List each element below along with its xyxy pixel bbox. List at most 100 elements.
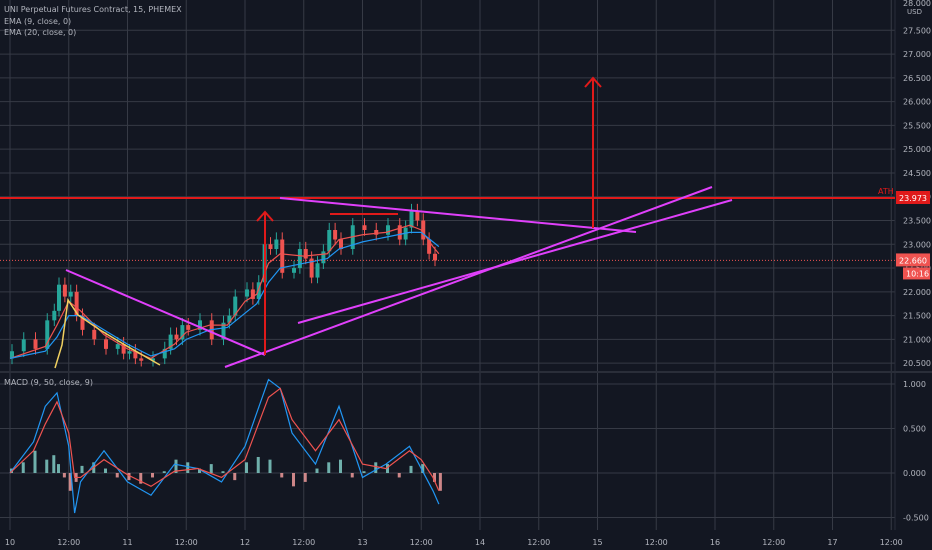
countdown-badge — [903, 267, 930, 280]
macd-histogram-bar — [433, 473, 436, 482]
ema20-legend[interactable]: EMA (20, close, 0) — [4, 28, 77, 37]
candle — [280, 239, 285, 273]
candle — [386, 225, 390, 235]
time-tick-label: 17 — [827, 538, 837, 547]
time-tick-label: 13 — [357, 538, 367, 547]
macd-histogram-bar — [115, 473, 119, 478]
macd-histogram-bar — [162, 471, 166, 473]
candle — [433, 253, 437, 261]
macd-histogram-bar — [268, 459, 272, 473]
time-tick-label: 15 — [592, 538, 602, 547]
ema9-legend[interactable]: EMA (9, close, 0) — [4, 17, 72, 26]
candle — [104, 339, 108, 349]
price-tick-label: 26.000 — [903, 98, 931, 107]
price-tick-label: 23.000 — [903, 240, 931, 249]
candle — [21, 339, 26, 352]
time-tick-label: 12 — [240, 538, 250, 547]
candle — [186, 325, 191, 330]
candle — [127, 351, 132, 354]
current-price-label: 22.660 — [899, 256, 927, 265]
candle — [339, 239, 343, 250]
candle — [174, 334, 179, 340]
candle — [10, 351, 14, 359]
candle — [256, 282, 261, 299]
time-tick-label: 12:00 — [410, 538, 433, 547]
macd-histogram-bar — [104, 468, 107, 473]
candle — [33, 339, 38, 349]
macd-histogram-bar — [245, 462, 248, 473]
target-arrow-head — [256, 210, 274, 222]
time-tick-label: 10 — [5, 538, 15, 547]
macd-legend[interactable]: MACD (9, 50, close, 9) — [4, 378, 93, 387]
candle — [168, 334, 173, 349]
candle — [162, 348, 167, 359]
time-tick-label: 14 — [475, 538, 485, 547]
macd-histogram-bar — [80, 465, 84, 473]
time-tick-label: 12:00 — [762, 538, 785, 547]
ath-price-badge — [896, 191, 930, 204]
candle — [151, 358, 155, 361]
candle — [274, 239, 279, 250]
macd-line — [9, 378, 440, 514]
time-tick-label: 12:00 — [645, 538, 668, 547]
candle — [68, 291, 73, 297]
macd-histogram-bar — [68, 473, 72, 491]
candle — [315, 263, 320, 278]
price-pane — [0, 203, 895, 367]
candle — [139, 358, 144, 361]
price-tick-label: 20.500 — [903, 359, 931, 368]
candle — [80, 315, 85, 330]
macd-histogram-bar — [186, 462, 190, 473]
axes: 27.500 27.000 26.500 26.000 25.500 25.000 24.5… — [5, 0, 931, 547]
price-tick-label: 25.500 — [903, 121, 931, 130]
macd-histogram-bar — [292, 473, 295, 487]
macd-histogram-bar — [339, 459, 342, 473]
candle — [133, 351, 138, 359]
candle — [415, 210, 420, 221]
macd-histogram-bar — [174, 459, 178, 473]
time-tick-label: 12:00 — [527, 538, 550, 547]
macd-histogram-bar — [303, 473, 307, 482]
time-tick-label: 12:00 — [57, 538, 80, 547]
candle — [327, 230, 332, 252]
macd-histogram-bar — [139, 473, 143, 484]
drawing-overlays: ATH — [0, 76, 895, 369]
ath-price-label: 23.973 — [899, 194, 927, 203]
candle — [45, 320, 50, 349]
macd-histogram-bar — [315, 468, 319, 473]
macd-tick-label: 1.000 — [903, 380, 926, 389]
price-tick-label: 27.000 — [903, 50, 931, 59]
candle — [121, 344, 126, 354]
macd-histogram-bar — [280, 473, 284, 478]
candle — [397, 225, 402, 240]
candle — [221, 322, 226, 340]
candle — [297, 249, 302, 269]
macd-histogram-bar — [198, 468, 201, 473]
trendline — [65, 269, 266, 356]
candle — [250, 289, 255, 299]
macd-histogram-bar — [421, 464, 425, 473]
macd-histogram-bar — [21, 462, 25, 473]
countdown-label: 10:16 — [906, 269, 929, 278]
macd-histogram-bar — [350, 473, 354, 478]
price-tick-label: 21.500 — [903, 312, 931, 321]
price-tick-label: 23.500 — [903, 216, 931, 225]
candle — [427, 239, 432, 254]
time-tick-label: 12:00 — [880, 538, 903, 547]
time-tick-label: 12:00 — [292, 538, 315, 547]
ema9-line — [9, 224, 440, 360]
macd-histogram-bar — [45, 459, 49, 473]
price-tick-label: 28.000 — [903, 0, 931, 8]
time-tick-label: 11 — [122, 538, 132, 547]
trendline — [224, 186, 713, 368]
current-price-badge — [896, 253, 930, 267]
macd-histogram-bar — [409, 465, 413, 473]
macd-histogram-bar — [151, 473, 154, 478]
candle — [421, 220, 426, 240]
candle — [115, 344, 120, 349]
macd-tick-label: 0.000 — [903, 469, 926, 478]
trendline — [279, 197, 637, 233]
symbol-legend[interactable]: UNI Perpetual Futures Contract, 15, PHEM… — [4, 5, 182, 14]
candle — [292, 268, 296, 273]
